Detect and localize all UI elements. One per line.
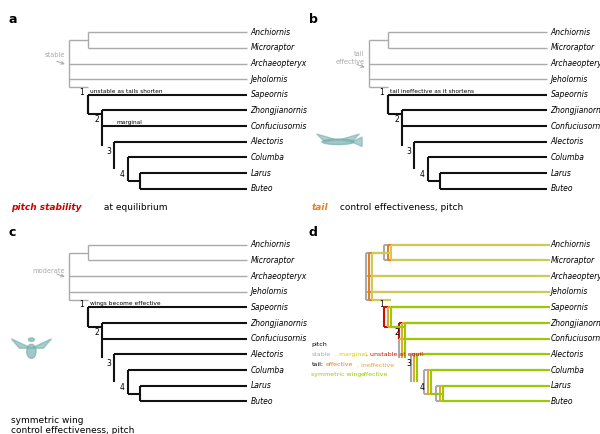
Polygon shape — [352, 137, 362, 147]
Text: , ineffective: , ineffective — [357, 362, 394, 367]
Text: 1: 1 — [80, 88, 85, 97]
Text: Buteo: Buteo — [251, 397, 273, 406]
Text: Larus: Larus — [551, 381, 571, 390]
Text: Buteo: Buteo — [251, 184, 273, 193]
Text: 4: 4 — [119, 170, 124, 179]
Text: Jeholornis: Jeholornis — [251, 75, 288, 84]
Text: 3: 3 — [406, 359, 411, 368]
Text: 2: 2 — [94, 115, 99, 124]
Text: Microraptor: Microraptor — [251, 43, 295, 53]
Text: , marginal: , marginal — [335, 352, 367, 357]
Text: b: b — [308, 13, 317, 26]
Text: tail: tail — [354, 51, 365, 57]
Text: 3: 3 — [106, 359, 111, 368]
Text: Alectoris: Alectoris — [551, 137, 584, 146]
Text: Sapeornis: Sapeornis — [551, 303, 589, 312]
Text: Buteo: Buteo — [551, 184, 573, 193]
Text: wings become effective: wings become effective — [89, 301, 160, 306]
Ellipse shape — [28, 338, 34, 341]
Text: Confuciusornis: Confuciusornis — [251, 334, 307, 343]
Text: d: d — [308, 226, 317, 239]
Text: 2: 2 — [394, 328, 399, 337]
Text: Sapeornis: Sapeornis — [251, 303, 289, 312]
Ellipse shape — [27, 344, 36, 358]
Text: Larus: Larus — [551, 169, 571, 178]
Text: Alectoris: Alectoris — [251, 350, 284, 359]
Text: Columba: Columba — [551, 153, 584, 162]
Text: Zhongjianornis: Zhongjianornis — [551, 319, 600, 328]
Text: tail:: tail: — [311, 362, 323, 367]
Ellipse shape — [322, 139, 354, 145]
Text: moderate: moderate — [32, 269, 65, 274]
Text: Sapeornis: Sapeornis — [251, 90, 289, 99]
Text: Columba: Columba — [251, 153, 284, 162]
Text: marginal: marginal — [116, 120, 142, 125]
Text: Confuciusornis: Confuciusornis — [551, 334, 600, 343]
Text: Larus: Larus — [251, 381, 271, 390]
Text: Zhongjianornis: Zhongjianornis — [251, 106, 308, 115]
Text: 2: 2 — [394, 115, 399, 124]
Text: Alectoris: Alectoris — [251, 137, 284, 146]
Text: at equilibrium: at equilibrium — [101, 203, 167, 212]
Text: effective: effective — [335, 59, 365, 65]
Text: Buteo: Buteo — [551, 397, 573, 406]
Text: Archaeopteryx: Archaeopteryx — [251, 59, 307, 68]
Text: Jeholornis: Jeholornis — [251, 287, 288, 296]
Text: Jeholornis: Jeholornis — [551, 287, 588, 296]
Text: Microraptor: Microraptor — [251, 256, 295, 265]
Text: 2: 2 — [94, 328, 99, 337]
Text: Confuciusornis: Confuciusornis — [551, 122, 600, 131]
Text: pitch stability: pitch stability — [11, 203, 82, 212]
Text: Microraptor: Microraptor — [551, 256, 595, 265]
Polygon shape — [31, 339, 52, 348]
Polygon shape — [11, 339, 31, 348]
Text: Anchiornis: Anchiornis — [251, 240, 290, 250]
Text: Columba: Columba — [251, 365, 284, 375]
Text: Larus: Larus — [251, 169, 271, 178]
Text: tail: tail — [311, 203, 328, 212]
Text: Zhongjianornis: Zhongjianornis — [551, 106, 600, 115]
Text: effective: effective — [326, 362, 353, 367]
Text: pitch: pitch — [311, 342, 327, 347]
Text: Anchiornis: Anchiornis — [551, 240, 590, 250]
Text: Archaeopteryx: Archaeopteryx — [251, 272, 307, 281]
Text: 4: 4 — [419, 383, 424, 391]
Text: stable: stable — [44, 52, 65, 58]
Text: 1: 1 — [380, 300, 385, 309]
Text: Anchiornis: Anchiornis — [251, 28, 290, 37]
Text: Columba: Columba — [551, 365, 584, 375]
Polygon shape — [317, 134, 359, 142]
Text: Confuciusornis: Confuciusornis — [251, 122, 307, 131]
Text: Jeholornis: Jeholornis — [551, 75, 588, 84]
Text: 4: 4 — [419, 170, 424, 179]
Text: Microraptor: Microraptor — [551, 43, 595, 53]
Text: Sapeornis: Sapeornis — [551, 90, 589, 99]
Text: unstable as tails shorten: unstable as tails shorten — [89, 89, 162, 94]
Text: 3: 3 — [406, 147, 411, 155]
Text: control effectiveness, pitch: control effectiveness, pitch — [337, 203, 463, 212]
Text: 1: 1 — [80, 300, 85, 309]
Text: , unstable at equil.: , unstable at equil. — [366, 352, 425, 357]
Text: Archaeopteryx: Archaeopteryx — [551, 59, 600, 68]
Text: effective: effective — [361, 372, 388, 378]
Text: tail ineffective as it shortens: tail ineffective as it shortens — [389, 89, 474, 94]
Text: control effectiveness, pitch: control effectiveness, pitch — [11, 426, 135, 434]
Text: 3: 3 — [106, 147, 111, 155]
Text: Anchiornis: Anchiornis — [551, 28, 590, 37]
Text: symmetric wing: symmetric wing — [311, 372, 362, 378]
Text: c: c — [8, 226, 16, 239]
Text: stable: stable — [311, 352, 331, 357]
Text: Alectoris: Alectoris — [551, 350, 584, 359]
Text: a: a — [8, 13, 17, 26]
Text: 4: 4 — [119, 383, 124, 391]
Text: Zhongjianornis: Zhongjianornis — [251, 319, 308, 328]
Text: 1: 1 — [380, 88, 385, 97]
Text: symmetric wing: symmetric wing — [11, 416, 84, 424]
Text: Archaeopteryx: Archaeopteryx — [551, 272, 600, 281]
